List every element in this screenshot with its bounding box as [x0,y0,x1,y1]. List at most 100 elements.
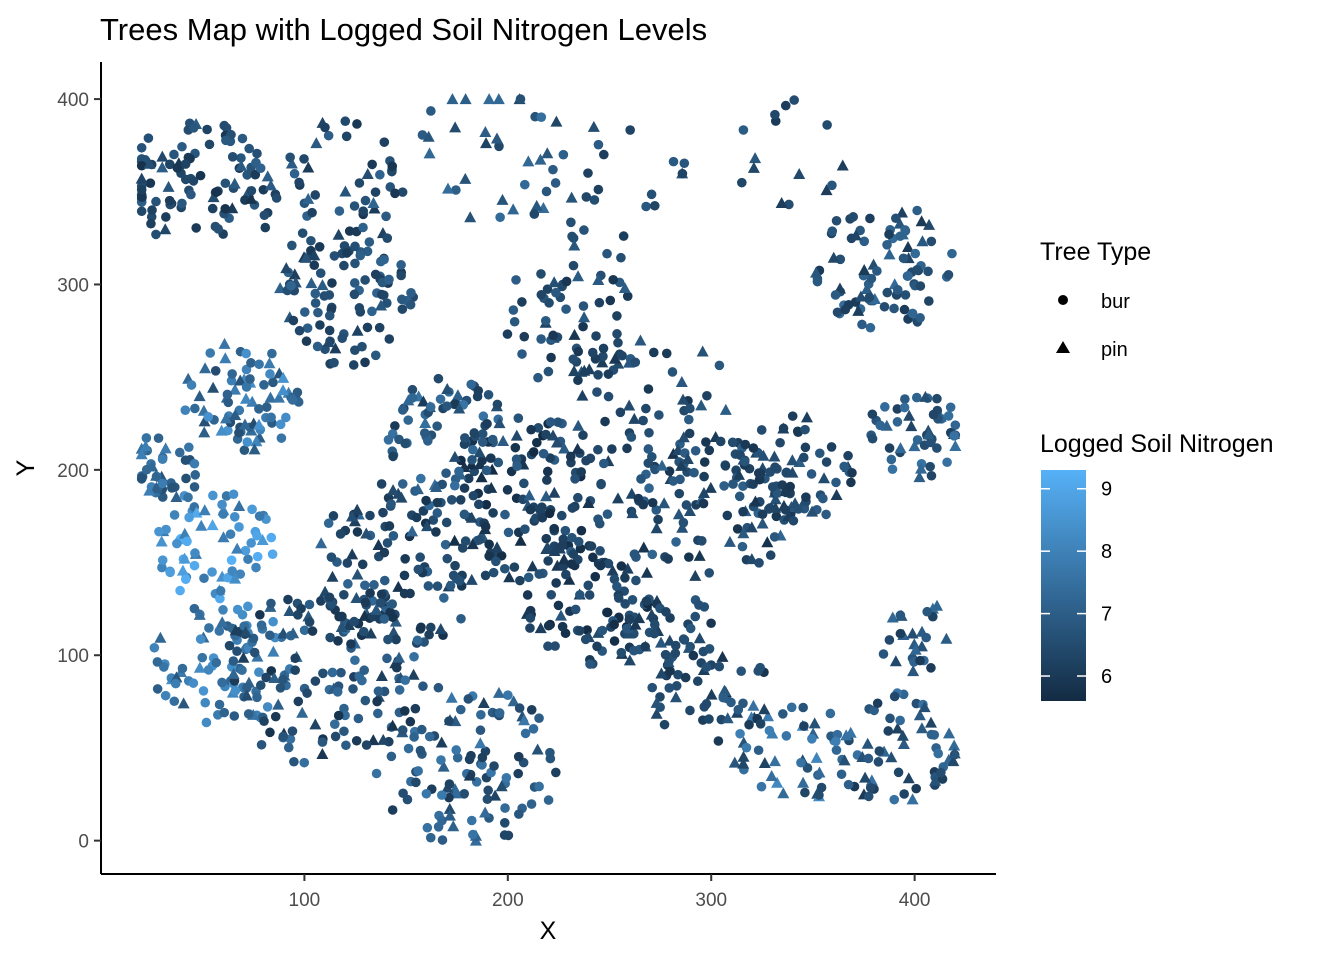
bur-tree-point [244,143,254,154]
bur-tree-point [664,466,675,477]
bur-tree-point [879,301,890,312]
pin-tree-point [534,153,547,165]
pin-tree-point [902,240,915,252]
bur-tree-point [276,433,287,443]
bur-tree-point [612,581,622,592]
bur-tree-point [714,661,725,672]
bur-tree-point [912,435,923,445]
bur-tree-point [915,655,925,666]
bur-tree-point [172,538,182,549]
bur-tree-point [297,228,308,238]
bur-tree-point [157,492,168,502]
bur-tree-point [561,569,571,580]
bur-tree-point [600,416,610,427]
pin-tree-point [479,806,492,818]
bur-tree-point [467,455,477,465]
pin-tree-point [489,789,502,801]
bur-tree-point [889,691,900,702]
bur-tree-point [578,321,588,332]
bur-tree-point [596,479,606,490]
bur-tree-point [215,586,226,596]
pin-tree-point [135,448,148,460]
bur-tree-point [685,623,696,634]
pin-tree-point [758,703,771,715]
bur-tree-point [477,760,487,770]
pin-tree-point [446,93,459,105]
bur-tree-point [733,704,744,715]
pin-tree-point [453,402,466,414]
bur-tree-point [499,818,510,828]
bur-tree-point [411,777,421,788]
bur-tree-point [373,686,384,696]
bur-tree-point [800,424,810,435]
pin-tree-point [897,738,910,750]
bur-tree-point [494,708,505,718]
bur-tree-point [407,393,418,403]
pin-tree-point [523,489,536,501]
pin-tree-point [906,627,919,639]
bur-tree-point [511,454,522,465]
pin-tree-point [779,485,792,497]
pin-tree-point [235,159,248,171]
bur-tree-point [469,428,480,438]
bur-tree-point [534,781,544,792]
pin-tree-point [264,179,277,191]
pin-tree-point [915,722,928,734]
bur-tree-point [659,719,670,730]
pin-tree-point [143,157,156,169]
legend-pin-symbol [1056,341,1070,353]
x-axis-title: X [540,917,557,945]
pin-tree-point [761,536,774,548]
bur-tree-point [892,404,903,414]
bur-tree-point [350,655,360,666]
pin-tree-point [915,215,928,227]
bur-tree-point [624,614,635,624]
bur-tree-point [271,193,282,203]
bur-tree-point [565,451,576,462]
pin-tree-point [272,698,285,710]
bur-tree-point [744,719,754,730]
bur-tree-point [182,536,192,547]
pin-tree-point [256,533,269,545]
bur-tree-point [573,375,583,386]
bur-tree-point [329,357,339,368]
pin-tree-point [449,121,462,133]
pin-tree-point [375,669,388,681]
bur-tree-point [164,159,175,170]
bur-tree-point [780,505,791,515]
bur-tree-point [254,667,264,678]
bur-tree-point [566,217,576,228]
pin-tree-point [830,488,843,500]
bur-tree-point [243,554,253,565]
bur-tree-point [641,403,651,414]
bur-tree-point [136,473,147,484]
bur-tree-point [435,394,446,404]
bur-tree-point [603,391,614,402]
bur-tree-point [579,225,589,235]
bur-tree-point [288,315,299,326]
bur-tree-point [473,385,484,396]
bur-tree-point [887,464,898,475]
bur-tree-point [587,347,598,358]
pin-tree-point [395,491,408,503]
pin-tree-point [737,757,750,769]
bur-tree-point [602,607,613,618]
bur-tree-point [376,589,387,600]
bur-tree-point [735,728,745,739]
bur-tree-point [537,512,548,523]
y-axis-title: Y [12,459,40,476]
bur-tree-point [327,278,337,288]
pin-tree-point [198,504,211,516]
bur-tree-point [477,429,488,439]
bur-tree-point [157,454,168,465]
bur-tree-point [932,443,942,453]
bur-tree-point [403,743,414,754]
x-tick-label: 400 [899,890,931,911]
bur-tree-point [339,589,349,600]
bur-tree-point [278,731,289,742]
bur-tree-point [685,403,695,414]
bur-tree-point [242,170,252,180]
pin-tree-point [448,534,461,546]
pin-tree-point [947,755,960,767]
pin-tree-point [377,733,390,745]
